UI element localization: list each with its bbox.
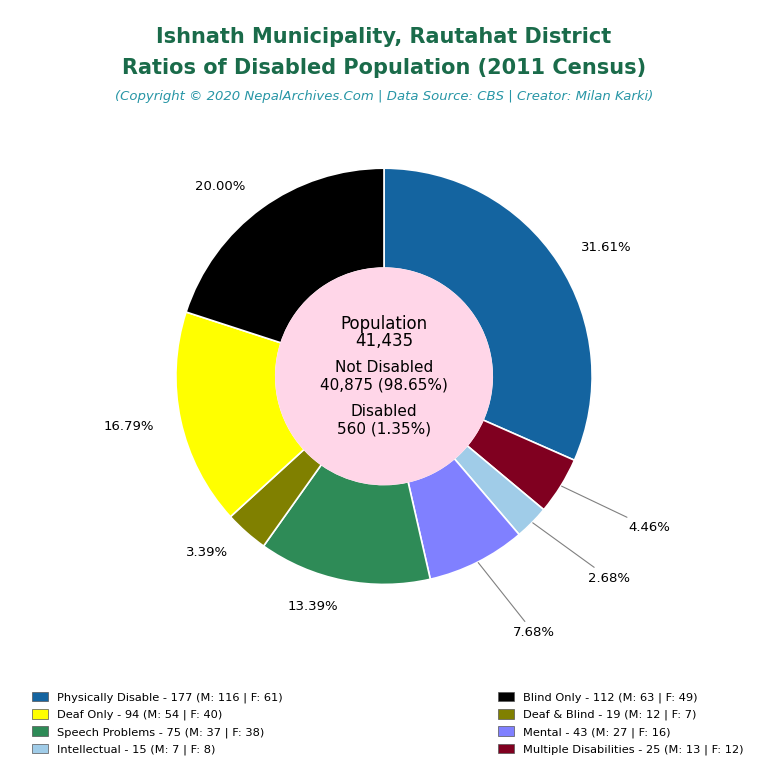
Legend: Physically Disable - 177 (M: 116 | F: 61), Deaf Only - 94 (M: 54 | F: 40), Speec: Physically Disable - 177 (M: 116 | F: 61… [28,688,286,759]
Wedge shape [176,312,304,517]
Text: Population: Population [340,315,428,333]
Text: 31.61%: 31.61% [581,241,631,254]
Wedge shape [384,168,592,460]
Circle shape [276,268,492,485]
Text: 7.68%: 7.68% [478,563,555,640]
Legend: Blind Only - 112 (M: 63 | F: 49), Deaf & Blind - 19 (M: 12 | F: 7), Mental - 43 : Blind Only - 112 (M: 63 | F: 49), Deaf &… [495,688,747,759]
Wedge shape [467,420,574,510]
Wedge shape [263,465,430,584]
Text: Disabled: Disabled [351,404,417,419]
Text: Ishnath Municipality, Rautahat District: Ishnath Municipality, Rautahat District [157,27,611,47]
Text: 20.00%: 20.00% [195,180,246,193]
Text: 3.39%: 3.39% [186,546,228,559]
Text: 40,875 (98.65%): 40,875 (98.65%) [320,378,448,392]
Text: 4.46%: 4.46% [561,486,670,535]
Text: Ratios of Disabled Population (2011 Census): Ratios of Disabled Population (2011 Cens… [122,58,646,78]
Text: (Copyright © 2020 NepalArchives.Com | Data Source: CBS | Creator: Milan Karki): (Copyright © 2020 NepalArchives.Com | Da… [115,90,653,103]
Text: 2.68%: 2.68% [533,523,631,584]
Wedge shape [455,445,544,535]
Text: 560 (1.35%): 560 (1.35%) [337,422,431,436]
Wedge shape [408,458,519,579]
Text: 16.79%: 16.79% [104,419,154,432]
Wedge shape [230,449,321,546]
Wedge shape [186,168,384,343]
Text: 41,435: 41,435 [355,333,413,350]
Text: Not Disabled: Not Disabled [335,360,433,375]
Text: 13.39%: 13.39% [287,601,338,614]
